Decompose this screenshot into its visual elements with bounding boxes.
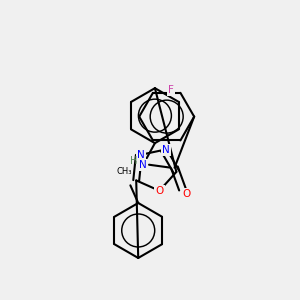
- Text: O: O: [155, 186, 164, 196]
- Text: N: N: [139, 160, 147, 170]
- Text: H: H: [130, 156, 137, 166]
- Text: N: N: [162, 145, 170, 155]
- Text: F: F: [168, 85, 173, 95]
- Text: CH₃: CH₃: [117, 167, 132, 176]
- Text: O: O: [182, 189, 190, 199]
- Text: N: N: [137, 150, 145, 160]
